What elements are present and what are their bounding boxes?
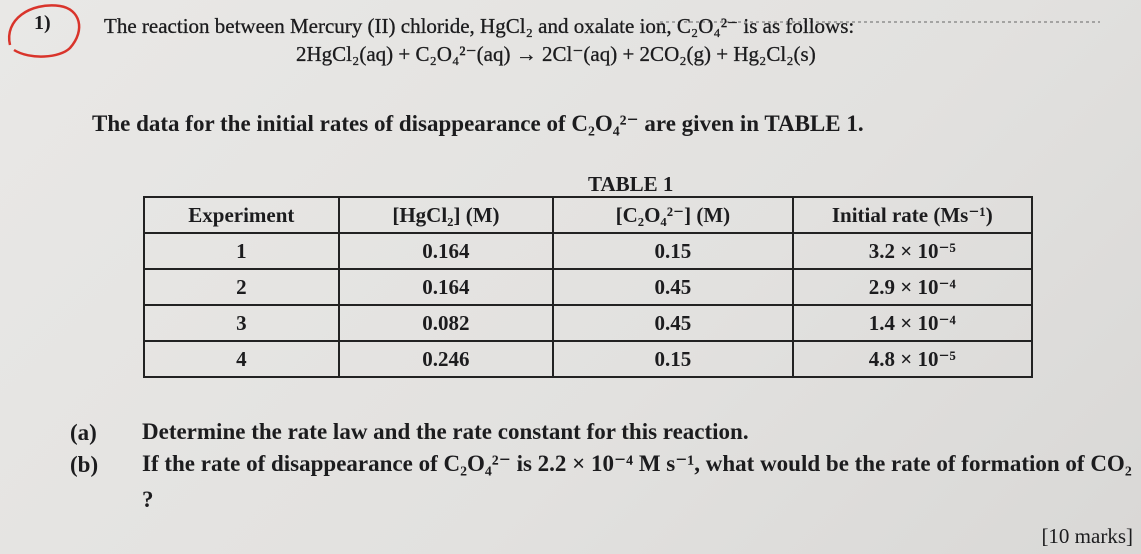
cell: 1 — [143, 232, 340, 270]
table-row: 3 0.082 0.45 1.4 × 10⁻⁴ — [143, 304, 1034, 342]
intro: The reaction between Mercury (II) chlori… — [104, 14, 855, 38]
header-cell: Experiment — [143, 196, 340, 234]
cell: 1.4 × 10⁻⁴ — [791, 304, 1034, 342]
cell: 0.15 — [552, 232, 794, 270]
cell: 0.45 — [552, 268, 794, 306]
cell: 4 — [143, 340, 340, 378]
table-row: 4 0.246 0.15 4.8 × 10⁻⁵ — [143, 340, 1034, 378]
header-cell: [HgCl₂] (M) — [337, 196, 555, 234]
cell: 0.45 — [552, 304, 794, 342]
cell: 2.9 × 10⁻⁴ — [791, 268, 1034, 306]
table-row: 1 0.164 0.15 3.2 × 10⁻⁵ — [143, 232, 1034, 270]
cell: 0.164 — [337, 268, 555, 306]
table-title: TABLE 1 — [588, 172, 674, 196]
equation: 2HgCl₂(aq) + C₂O₄²⁻(aq) → 2Cl⁻(aq) + 2CO… — [296, 42, 816, 66]
header-cell: [C₂O₄²⁻] (M) — [552, 196, 794, 234]
part-label: (a) — [70, 420, 97, 445]
part-text: Determine the rate law and the rate cons… — [142, 419, 749, 444]
marks: [10 marks] — [1041, 524, 1133, 548]
table-row: 2 0.164 0.45 2.9 × 10⁻⁴ — [143, 268, 1034, 306]
data-intro: The data for the initial rates of disapp… — [92, 111, 864, 136]
cell: 2 — [143, 268, 340, 306]
cell: 0.082 — [337, 304, 555, 342]
part-text: If the rate of disappearance of C₂O₄²⁻ i… — [142, 451, 1132, 512]
table: Experiment [HgCl₂] (M) [C₂O₄²⁻] (M) Initial… — [143, 196, 1034, 378]
cell: 3 — [143, 304, 340, 342]
header-cell: Initial rate (Ms⁻¹) — [791, 196, 1034, 234]
cell: 0.246 — [337, 340, 555, 378]
question-number: 1) — [34, 12, 51, 34]
cell: 4.8 × 10⁻⁵ — [791, 340, 1034, 378]
part-label: (b) — [70, 452, 99, 477]
cell: 3.2 × 10⁻⁵ — [791, 232, 1034, 270]
cell: 0.164 — [337, 232, 555, 270]
decoration — [7, 4, 1100, 58]
cell: 0.15 — [552, 340, 794, 378]
header-row: Experiment [HgCl₂] (M) [C₂O₄²⁻] (M) Initial… — [143, 196, 1034, 234]
